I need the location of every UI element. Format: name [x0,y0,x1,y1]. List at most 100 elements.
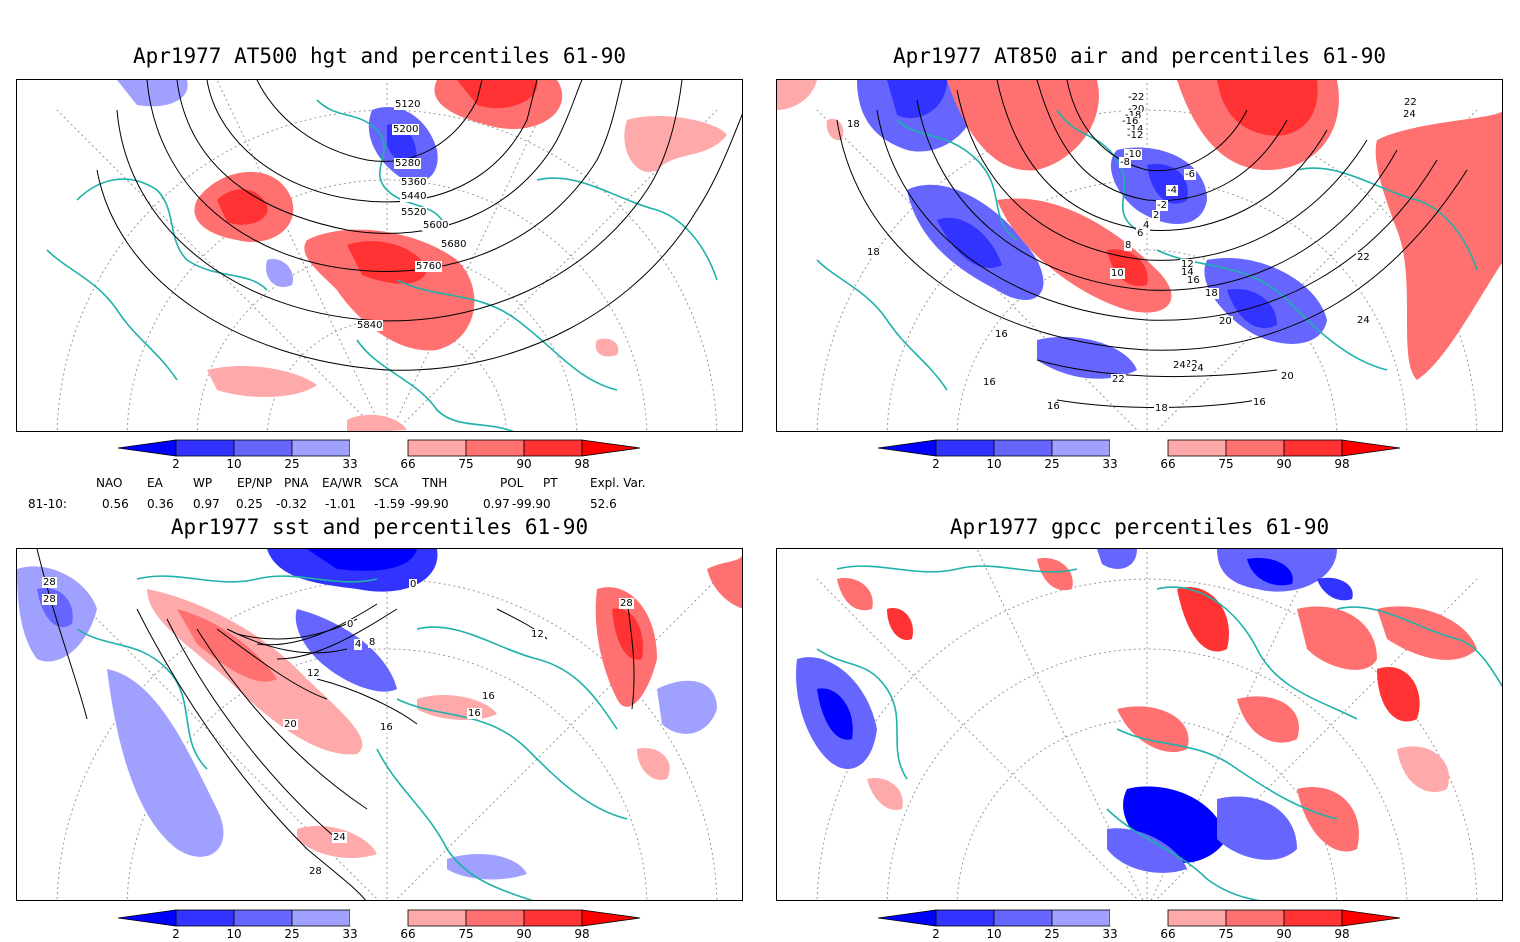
colorbar-arrow-low [117,909,177,927]
colorbar-swatch [233,909,293,927]
contour-label: -2 [1156,200,1168,211]
colorbar-swatch [523,909,583,927]
colorbar-tick-label: 33 [1102,457,1117,471]
contour-label: 16 [481,691,496,702]
contour-label: -20 [1127,104,1146,115]
contour-label: -8 [1119,157,1131,168]
colorbar-swatch [1283,909,1343,927]
colorbar-tick-label: 66 [400,457,415,471]
colorbar-swatch [1110,440,1168,456]
index-header: EA/WR [322,476,363,490]
colorbar-swatch [935,439,995,457]
colorbar-tick-label: 66 [1160,927,1175,941]
contour-label: 28 [308,866,323,877]
colorbar-swatch [407,439,467,457]
index-value: 0.25 [236,497,263,511]
colorbar-swatch [523,439,583,457]
contour-label: 5280 [394,158,422,169]
colorbar-swatch [350,910,408,926]
colorbar-swatch [1225,439,1285,457]
colorbar-tick-label: 2 [172,927,180,941]
contour-label: 18 [846,119,861,130]
contour-label: 8 [368,637,377,648]
index-value-row: 81-10: 0.56 0.36 0.97 0.25 -0.32 -1.01 -… [0,497,760,513]
contour-label: 8 [1124,240,1133,251]
contour-label: 24 [1402,109,1417,120]
index-value: -1.01 [325,497,357,511]
colorbar-tick-label: 75 [1218,927,1233,941]
contour-label: 22 [1403,97,1418,108]
index-header: PT [543,476,558,490]
contour-label: 5600 [422,220,450,231]
contour-label: 18 [1154,403,1169,414]
index-header: SCA [374,476,399,490]
contour-label: 10 [1110,268,1125,279]
contour-label: 6 [1136,228,1145,239]
colorbar-tick-label: 2 [932,457,940,471]
colorbar-swatch [175,909,235,927]
contour-label: 12 [530,629,545,640]
colorbar-tick-label: 98 [1334,457,1349,471]
colorbar-tick-label: 25 [284,457,299,471]
colorbar-tick-label: 90 [1276,457,1291,471]
colorbar-swatch [465,439,525,457]
contour-label: 5680 [440,239,468,250]
index-header: TNH [422,476,448,490]
contour-label: -12 [1126,130,1145,141]
colorbar-tick-label: 10 [986,927,1001,941]
colorbar-tick-label: 25 [284,927,299,941]
colorbar-swatch [1051,439,1111,457]
contour-label: 24 [1356,315,1371,326]
contour-label: 12 [1180,259,1195,270]
colorbar-top-left: 2 10 25 33 66 75 90 98 [117,439,641,471]
contour-label: -22 [1127,92,1146,103]
colorbar-tick-label: 75 [458,457,473,471]
colorbar-arrow-low [117,439,177,457]
contour-label: -18 [1124,110,1143,121]
contour-label: 2 [1152,210,1161,221]
index-header: POL [500,476,524,490]
contour-label: 18 [1204,288,1219,299]
index-value: 0.97 [193,497,220,511]
colorbar-tick-label: 98 [574,457,589,471]
colorbar-tick-label: 90 [1276,927,1291,941]
index-header: EP/NP [237,476,273,490]
contour-label: 5120 [394,99,422,110]
contour-label: -6 [1184,169,1196,180]
contour-label: 16 [379,722,394,733]
index-header: PNA [284,476,309,490]
contour-label: -14 [1126,124,1145,135]
contour-label: -10 [1124,149,1143,160]
contour-label: 20 [1218,316,1233,327]
index-header: WP [193,476,213,490]
colorbar-arrow-high [581,439,641,457]
contour-label: 20 [1280,371,1295,382]
index-value: 0.36 [147,497,174,511]
map-panel-hgt500 [16,79,743,432]
index-value: 0.97 [483,497,510,511]
colorbar-swatch [1225,909,1285,927]
index-header: EA [147,476,163,490]
colorbar-tick-label: 25 [1044,927,1059,941]
contour-label: 5840 [356,320,384,331]
contour-label: 16 [1046,401,1061,412]
colorbar-tick-label: 90 [516,927,531,941]
contour-label: 12 [306,668,321,679]
colorbar-swatch [175,439,235,457]
contour-label: 5440 [400,191,428,202]
index-value: -1.59 [374,497,406,511]
contour-label: 4 [1142,220,1151,231]
colorbar-swatch [233,439,293,457]
colorbar-tick-label: 66 [400,927,415,941]
contour-label: 28 [619,598,634,609]
index-value: 0.56 [102,497,129,511]
colorbar-swatch [935,909,995,927]
contour-label: 24 [1190,363,1205,374]
colorbar-swatch [993,909,1053,927]
contour-label: -4 [1166,185,1178,196]
index-value: -99.90 [512,497,551,511]
contour-label: 22 [1356,252,1371,263]
panel-title-hgt500: Apr1977 AT500 hgt and percentiles 61-90 [132,44,627,68]
colorbar-bottom-left: 2 10 25 33 66 75 90 98 [117,909,641,941]
colorbar-tick-label: 10 [226,927,241,941]
